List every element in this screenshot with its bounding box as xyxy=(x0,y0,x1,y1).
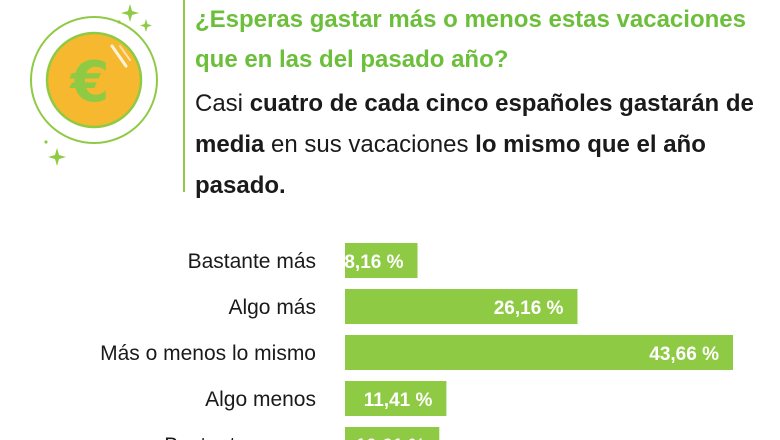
coin-icon xyxy=(47,33,141,127)
bar-value-label: 26,16 % xyxy=(494,298,564,319)
category-label: Bastante más xyxy=(188,250,316,273)
category-label: Más o menos lo mismo xyxy=(100,342,316,365)
answer-part-2: cuatro de cada cinco españoles gastarán … xyxy=(195,90,754,158)
answer-part-4: lo mismo que el año pasado. xyxy=(195,131,706,199)
coin-illustration: € xyxy=(22,2,172,172)
answer-part-1: Casi xyxy=(195,90,250,117)
answer-summary: Casi cuatro de cada cinco españoles gast… xyxy=(195,83,765,206)
category-label: Bastante menos xyxy=(164,434,316,440)
header-divider xyxy=(183,0,185,192)
bar-4 xyxy=(345,427,440,440)
category-label: Algo menos xyxy=(205,388,316,411)
sparkle-icon xyxy=(44,4,152,166)
bar-2 xyxy=(345,335,733,370)
bar-0 xyxy=(345,243,418,278)
coin-outer-ring xyxy=(30,16,158,144)
answer-part-3: en sus vacaciones xyxy=(264,131,476,158)
bar-value-label: 8,16 % xyxy=(344,252,403,273)
bar-value-label: 10,61 % xyxy=(356,436,426,440)
question-heading: ¿Esperas gastar más o menos estas vacaci… xyxy=(195,6,746,73)
bar-1 xyxy=(345,289,578,324)
bar-3 xyxy=(345,381,447,416)
euro-symbol-icon: € xyxy=(69,50,110,115)
bar-value-label: 43,66 % xyxy=(649,344,719,365)
category-label: Algo más xyxy=(228,296,316,319)
bar-value-label: 11,41 % xyxy=(364,390,433,411)
